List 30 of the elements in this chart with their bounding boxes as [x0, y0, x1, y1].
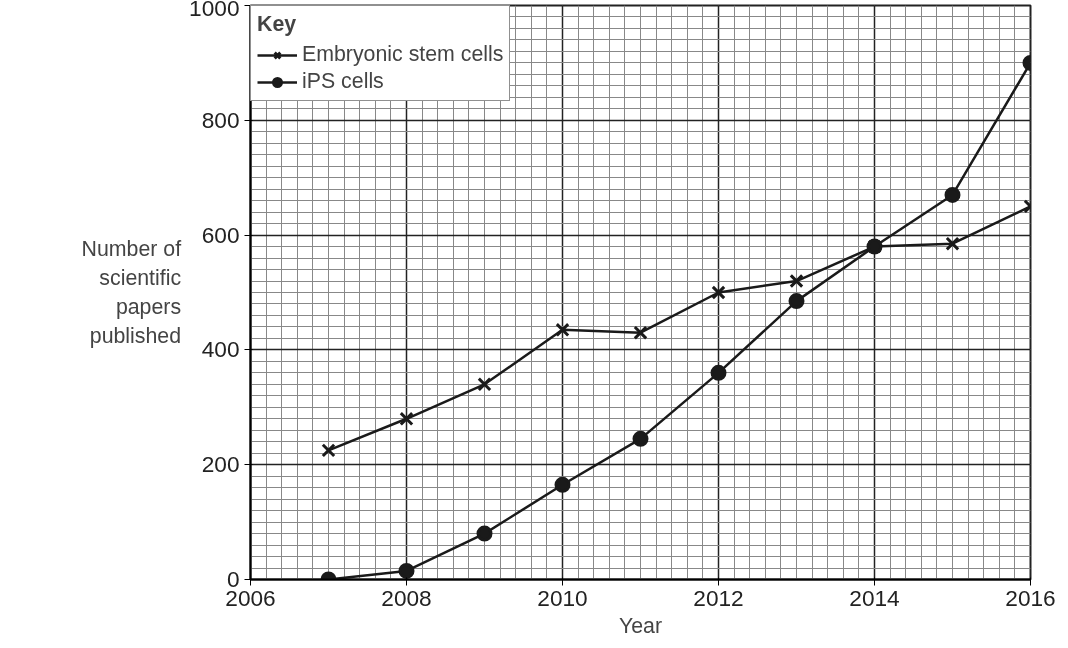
point [633, 325, 648, 340]
y-tick-label: 1000 [189, 0, 240, 21]
x-tick-label: 2008 [381, 584, 432, 611]
point [789, 273, 804, 289]
point [711, 285, 726, 300]
x-axis-title: Year [618, 613, 663, 638]
x-tick-label: 2012 [693, 584, 744, 611]
point [554, 476, 571, 493]
point [477, 377, 492, 392]
point [399, 411, 414, 426]
point [555, 322, 570, 337]
y-tick-label: 800 [201, 106, 240, 133]
point [710, 364, 727, 381]
x-tick-label: 2014 [849, 584, 900, 611]
point [632, 430, 649, 447]
x-tick-label: 2016 [1005, 584, 1056, 611]
y-tick-label: 600 [201, 221, 240, 248]
point [945, 236, 960, 251]
point [788, 293, 805, 310]
legend-title: Key [257, 12, 298, 37]
point [398, 562, 415, 579]
y-tick-label: 400 [201, 336, 240, 363]
point [321, 443, 336, 458]
y-axis-title: Number of scientific papers published [81, 237, 182, 348]
legend-label: Embryonic stem cells [302, 42, 504, 67]
point [944, 186, 961, 203]
point [476, 525, 493, 542]
legend-label: iPS cells [302, 69, 384, 94]
x-tick-label: 2010 [537, 584, 588, 611]
y-tick-label: 200 [201, 451, 240, 478]
